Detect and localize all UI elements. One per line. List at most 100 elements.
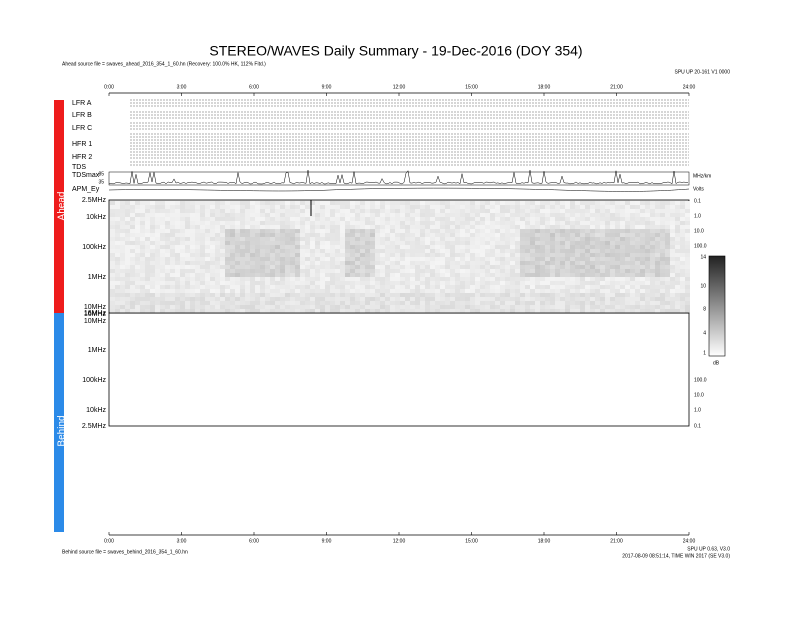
spectrogram-cell (490, 237, 495, 241)
spectrogram-cell (580, 309, 585, 313)
spectrogram-cell (155, 273, 160, 277)
spectrogram-cell (300, 229, 305, 233)
spectrogram-cell (160, 245, 165, 249)
spectrogram-cell (675, 305, 680, 309)
spectrogram-cell (175, 257, 180, 261)
spectrogram-cell (640, 233, 645, 237)
spectrogram-cell (390, 309, 395, 313)
panel-label: LFR B (72, 112, 92, 119)
spectrogram-cell (135, 305, 140, 309)
spectrogram-cell (285, 221, 290, 225)
spectrogram-cell (560, 241, 565, 245)
spectrogram-cell (575, 233, 580, 237)
spectrogram-cell (255, 265, 260, 269)
spectrogram-cell (645, 281, 650, 285)
spectrogram-cell (310, 301, 315, 305)
spectrogram-cell (255, 281, 260, 285)
spectrogram-cell (230, 201, 235, 205)
spectrogram-cell (385, 209, 390, 213)
spectrogram-cell (110, 297, 115, 301)
spectrogram-cell (485, 297, 490, 301)
spectrogram-cell (280, 245, 285, 249)
spectrogram-cell (320, 269, 325, 273)
spectrogram-cell (360, 297, 365, 301)
spectrogram-cell (590, 229, 595, 233)
spectrogram-cell (455, 293, 460, 297)
spectrogram-cell (575, 225, 580, 229)
spectrogram-cell (500, 265, 505, 269)
spectrogram-cell (110, 217, 115, 221)
spectrogram-cell (655, 209, 660, 213)
spectrogram-cell (445, 217, 450, 221)
spectrogram-cell (630, 265, 635, 269)
spectrogram-cell (175, 245, 180, 249)
spectrogram-cell (380, 273, 385, 277)
spectrogram-cell (345, 209, 350, 213)
spectrogram-cell (260, 273, 265, 277)
spectrogram-cell (580, 249, 585, 253)
spectrogram-cell (400, 261, 405, 265)
spectrogram-cell (460, 289, 465, 293)
spectrogram-cell (335, 285, 340, 289)
spectrogram-cell (425, 269, 430, 273)
spectrogram-cell (635, 237, 640, 241)
spectrogram-cell (375, 285, 380, 289)
spectrogram-cell (310, 225, 315, 229)
spectrogram-cell (480, 237, 485, 241)
spectrogram-cell (490, 277, 495, 281)
spectrogram-cell (245, 277, 250, 281)
spectrogram-cell (425, 205, 430, 209)
spectrogram-cell (185, 225, 190, 229)
spectrogram-cell (630, 261, 635, 265)
spectrogram-cell (505, 209, 510, 213)
spectrogram-cell (370, 241, 375, 245)
spectrogram-cell (315, 205, 320, 209)
spectrogram-cell (495, 241, 500, 245)
spectrogram-cell (525, 285, 530, 289)
spectrogram-cell (290, 257, 295, 261)
spectrogram-cell (365, 253, 370, 257)
spectrogram-cell (265, 309, 270, 313)
spectrogram-cell (280, 249, 285, 253)
spectrogram-cell (545, 221, 550, 225)
spectrogram-cell (245, 209, 250, 213)
spectrogram-cell (180, 257, 185, 261)
spectrogram-cell (625, 265, 630, 269)
spectrogram-cell (420, 301, 425, 305)
spectrogram-cell (650, 229, 655, 233)
spectrogram-cell (325, 209, 330, 213)
spectrogram-cell (445, 209, 450, 213)
spectrogram-cell (565, 257, 570, 261)
spectrogram-cell (310, 253, 315, 257)
spectrogram-cell (170, 269, 175, 273)
spectrogram-cell (615, 249, 620, 253)
spectrogram-cell (345, 217, 350, 221)
spectrogram-cell (510, 233, 515, 237)
spectrogram-cell (250, 305, 255, 309)
spectrogram-cell (545, 301, 550, 305)
spectrogram-cell (540, 301, 545, 305)
spectrogram-cell (300, 217, 305, 221)
spectrogram-cell (620, 205, 625, 209)
spectrogram-cell (150, 257, 155, 261)
spectrogram-cell (295, 245, 300, 249)
spectrogram-cell (395, 301, 400, 305)
spectrogram-cell (175, 201, 180, 205)
spectrogram-cell (435, 249, 440, 253)
spectrogram-cell (475, 205, 480, 209)
spectrogram-cell (135, 301, 140, 305)
spectrogram-cell (595, 305, 600, 309)
spectrogram-cell (280, 225, 285, 229)
spectrogram-cell (575, 257, 580, 261)
spectrogram-cell (585, 209, 590, 213)
spectrogram-cell (680, 257, 685, 261)
spectrogram-cell (425, 225, 430, 229)
spectrogram-cell (615, 293, 620, 297)
time-label: 12:00 (393, 84, 406, 90)
spectrogram-cell (325, 309, 330, 313)
spectrogram-cell (370, 209, 375, 213)
spectrogram-cell (365, 245, 370, 249)
spectrogram-cell (330, 277, 335, 281)
spectrogram-cell (345, 277, 350, 281)
spectrogram-cell (175, 281, 180, 285)
